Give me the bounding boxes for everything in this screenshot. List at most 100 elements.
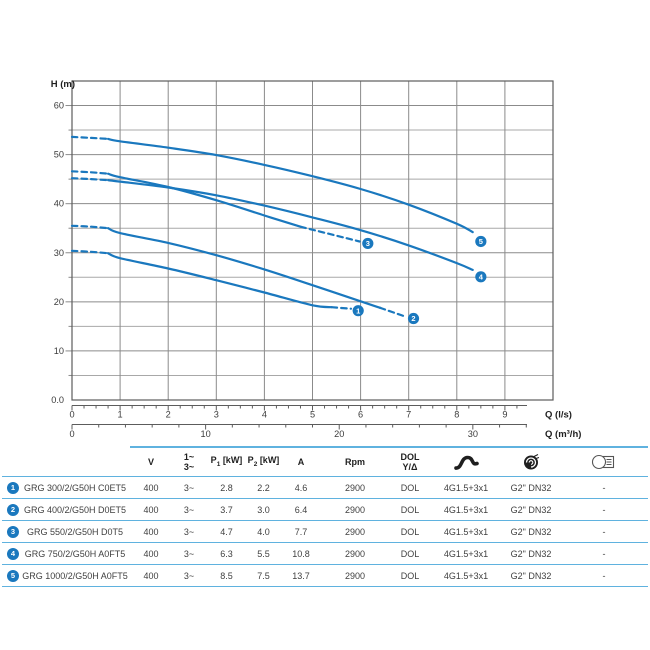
- cell-cable: 4G1.5+3x1: [443, 482, 489, 493]
- col-header-outlet: [502, 448, 560, 477]
- cell-phase: 3~: [183, 526, 195, 537]
- curve-marker-1: [352, 305, 364, 317]
- curve-2: [70, 224, 110, 230]
- curve-5: [70, 135, 110, 140]
- cell-a: 10.8: [292, 548, 310, 559]
- col-header-model: [2, 448, 132, 477]
- col-header-p1: P1 [kW]: [210, 454, 243, 468]
- svg-text:20: 20: [54, 297, 64, 307]
- col-header-rpm: Rpm: [345, 457, 365, 467]
- svg-text:3: 3: [214, 410, 219, 420]
- cell-extra: -: [602, 526, 606, 537]
- curve-marker-4: [475, 271, 487, 283]
- row-number-badge: 3: [7, 525, 19, 538]
- svg-text:10: 10: [54, 346, 64, 356]
- pump-performance-chart: 0.0 10 20 30 40 50 60 H (m) 0 1 2 3 4 5 6 7 8 9 Q (l/s) 0 10…: [51, 79, 582, 440]
- curve-4: [107, 179, 474, 271]
- cell-cable: 4G1.5+3x1: [443, 548, 489, 559]
- cell-outlet: G2" DN32: [510, 570, 552, 581]
- cell-model: 4 GRG 750/2/G50H A0FT5: [2, 543, 132, 565]
- col-header-a: A: [297, 457, 305, 467]
- cell-model: 3 GRG 550/2/G50H D0T5: [2, 521, 132, 543]
- row-number-badge: 5: [7, 569, 19, 582]
- cell-dol: DOL: [400, 526, 420, 537]
- cell-rpm: 2900: [344, 482, 366, 493]
- svg-text:2: 2: [166, 410, 171, 420]
- svg-text:0: 0: [69, 429, 74, 439]
- cell-rpm: 2900: [344, 526, 366, 537]
- row-number-badge: 2: [7, 503, 19, 516]
- spec-table-area: V 1~ 3~ P1 [kW] P2 [kW] A Rpm DOL Y/Δ 1 GRG 300/2…: [2, 446, 648, 587]
- cell-p2: 3.0: [257, 504, 270, 515]
- svg-text:Q (m³/h): Q (m³/h): [545, 429, 581, 440]
- curve-1: [330, 306, 353, 310]
- cable-icon: [454, 455, 479, 471]
- svg-text:20: 20: [334, 429, 344, 439]
- cell-cable: 4G1.5+3x1: [443, 526, 489, 537]
- table-row: 4 GRG 750/2/G50H A0FT5 400 3~ 6.3 5.5 10.8 2900…: [2, 543, 648, 565]
- model-name: GRG 550/2/G50H D0T5: [26, 526, 124, 537]
- svg-text:60: 60: [54, 101, 64, 111]
- cell-dol: DOL: [400, 570, 420, 581]
- cell-p1: 3.7: [220, 504, 233, 515]
- cell-v: 400: [143, 482, 159, 493]
- curve-2: [107, 227, 381, 309]
- cell-rpm: 2900: [344, 504, 366, 515]
- impeller-icon: [524, 454, 540, 470]
- cell-v: 400: [143, 570, 159, 581]
- cell-p1: 8.5: [220, 570, 233, 581]
- model-name: GRG 400/2/G50H D0ET5: [23, 504, 127, 515]
- cell-p1: 2.8: [220, 482, 233, 493]
- svg-text:50: 50: [54, 150, 64, 160]
- cell-extra: -: [602, 482, 606, 493]
- cell-phase: 3~: [183, 482, 195, 493]
- cell-rpm: 2900: [344, 548, 366, 559]
- cell-v: 400: [143, 548, 159, 559]
- svg-text:8: 8: [454, 410, 459, 420]
- table-row: 3 GRG 550/2/G50H D0T5 400 3~ 4.7 4.0 7.7 2900 DO…: [2, 521, 648, 543]
- cell-model: 2 GRG 400/2/G50H D0ET5: [2, 499, 132, 521]
- col-header-phase: 1~ 3~: [183, 452, 195, 472]
- svg-text:4: 4: [479, 273, 484, 282]
- curve-1: [107, 252, 333, 309]
- cell-a: 7.7: [294, 526, 308, 537]
- curve-3: [107, 172, 302, 228]
- cell-dol: DOL: [400, 482, 420, 493]
- svg-text:2: 2: [411, 314, 415, 323]
- cell-p2: 7.5: [257, 570, 270, 581]
- cell-v: 400: [143, 526, 159, 537]
- svg-text:1: 1: [118, 410, 123, 420]
- curve-3: [299, 225, 361, 243]
- cell-outlet: G2" DN32: [510, 504, 552, 515]
- svg-text:0.0: 0.0: [51, 395, 64, 405]
- svg-text:4: 4: [262, 410, 267, 420]
- curve-marker-2: [407, 312, 420, 325]
- cell-a: 4.6: [294, 482, 308, 493]
- table-header-row: V 1~ 3~ P1 [kW] P2 [kW] A Rpm DOL Y/Δ: [2, 448, 648, 477]
- cell-outlet: G2" DN32: [510, 526, 552, 537]
- col-header-p2: P2 [kW]: [247, 454, 280, 468]
- chart-area: 0.0 10 20 30 40 50 60 H (m) 0 1 2 3 4 5 6 7 8 9 Q (l/s) 0 10…: [51, 79, 582, 440]
- model-name: GRG 750/2/G50H A0FT5: [24, 548, 126, 559]
- col-header-v: V: [147, 457, 154, 467]
- row-number-badge: 4: [7, 547, 19, 560]
- svg-text:6: 6: [358, 410, 363, 420]
- model-name: GRG 300/2/G50H C0ET5: [23, 482, 127, 493]
- cell-phase: 3~: [183, 504, 195, 515]
- col-header-dol: DOL Y/Δ: [400, 452, 420, 472]
- table-row: 1 GRG 300/2/G50H C0ET5 400 3~ 2.8 2.2 4.6 2900 D…: [2, 477, 648, 499]
- cell-p2: 4.0: [257, 526, 270, 537]
- col-header-extra: [560, 448, 648, 477]
- cell-cable: 4G1.5+3x1: [443, 570, 489, 581]
- svg-text:1: 1: [356, 306, 360, 315]
- svg-text:3: 3: [366, 239, 370, 248]
- cell-p2: 2.2: [257, 482, 270, 493]
- cell-dol: DOL: [400, 504, 420, 515]
- cell-model: 5 GRG 1000/2/G50H A0FT5: [2, 565, 132, 587]
- curve-marker-5: [475, 235, 487, 248]
- cell-extra: -: [602, 548, 606, 559]
- svg-text:30: 30: [54, 248, 64, 258]
- table-row: 2 GRG 400/2/G50H D0ET5 400 3~ 3.7 3.0 6.4 2900 D…: [2, 499, 648, 521]
- cell-phase: 3~: [183, 548, 195, 559]
